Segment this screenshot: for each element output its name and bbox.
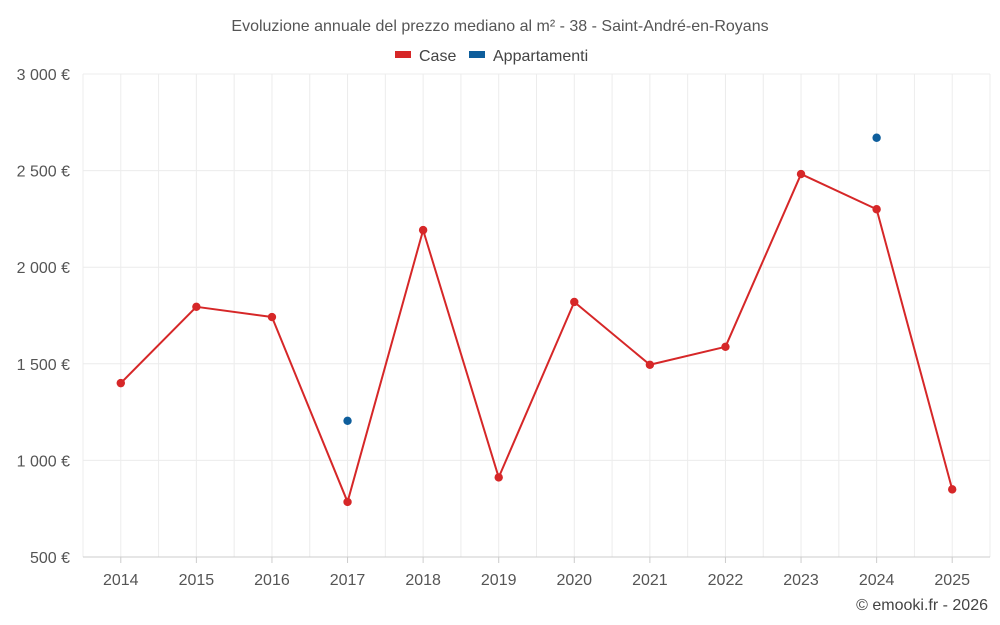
x-tick-label: 2016 <box>254 572 290 589</box>
chart-title: Evoluzione annuale del prezzo mediano al… <box>231 18 768 35</box>
x-tick-label: 2024 <box>859 572 895 589</box>
legend-swatch-appartamenti <box>469 51 485 58</box>
x-tick-label: 2021 <box>632 572 668 589</box>
series-case <box>116 169 957 507</box>
data-point-case-2019[interactable] <box>494 473 503 482</box>
data-point-case-2025[interactable] <box>948 485 957 494</box>
x-tick-label: 2019 <box>481 572 517 589</box>
series-line-segment <box>346 229 425 503</box>
data-point-case-2020[interactable] <box>570 297 579 307</box>
y-tick-label: 500 € <box>30 550 70 567</box>
x-tick-label: 2015 <box>179 572 215 589</box>
data-point-case-2022[interactable] <box>721 342 730 351</box>
series-line-segment <box>648 345 727 366</box>
x-tick-label: 2014 <box>103 572 139 589</box>
series-line-segment <box>497 300 576 479</box>
grid <box>82 73 991 557</box>
legend-label-appartamenti: Appartamenti <box>493 48 588 65</box>
data-point-appartamenti-2024[interactable] <box>872 133 881 142</box>
data-point-case-2017[interactable] <box>343 497 352 507</box>
y-tick-label: 1 500 € <box>17 357 70 374</box>
data-point-case-2015[interactable] <box>192 302 201 312</box>
series-line-segment <box>270 316 349 503</box>
x-tick-label: 2017 <box>330 572 366 589</box>
series-appartamenti <box>343 133 881 425</box>
axes: 500 € 1 000 € 1 500 € 2 000 € 2 500 € 3 000 €… <box>17 67 990 589</box>
series-line-segment <box>119 305 198 385</box>
series-line-segment <box>724 173 803 348</box>
data-point-case-2023[interactable] <box>796 169 806 179</box>
x-tick-label: 2020 <box>556 572 592 589</box>
y-tick-label: 2 000 € <box>17 260 70 277</box>
series-line-segment <box>422 229 500 479</box>
series <box>116 133 957 507</box>
data-point-case-2018[interactable] <box>418 225 428 235</box>
data-point-appartamenti-2017[interactable] <box>343 416 352 425</box>
x-tick-label: 2023 <box>783 572 819 589</box>
legend: Case Appartamenti <box>395 48 588 65</box>
legend-label-case: Case <box>419 48 456 65</box>
series-line-segment <box>195 305 273 319</box>
legend-item-appartamenti[interactable]: Appartamenti <box>469 48 588 65</box>
legend-swatch-case <box>395 51 411 58</box>
x-tick-label: 2022 <box>708 572 744 589</box>
x-tick-label: 2025 <box>934 572 970 589</box>
x-tick-label: 2018 <box>405 572 441 589</box>
y-tick-label: 3 000 € <box>17 67 70 84</box>
credit-text: © emooki.fr - 2026 <box>856 597 988 614</box>
series-line-segment <box>573 300 651 366</box>
data-point-case-2024[interactable] <box>872 205 881 214</box>
series-line-segment <box>800 173 878 211</box>
data-point-case-2014[interactable] <box>116 378 125 388</box>
series-line-segment <box>875 208 954 491</box>
data-point-case-2021[interactable] <box>645 360 655 369</box>
y-tick-label: 2 500 € <box>17 164 70 181</box>
y-tick-label: 1 000 € <box>17 453 70 470</box>
data-point-case-2016[interactable] <box>267 312 277 322</box>
legend-item-case[interactable]: Case <box>395 48 456 65</box>
